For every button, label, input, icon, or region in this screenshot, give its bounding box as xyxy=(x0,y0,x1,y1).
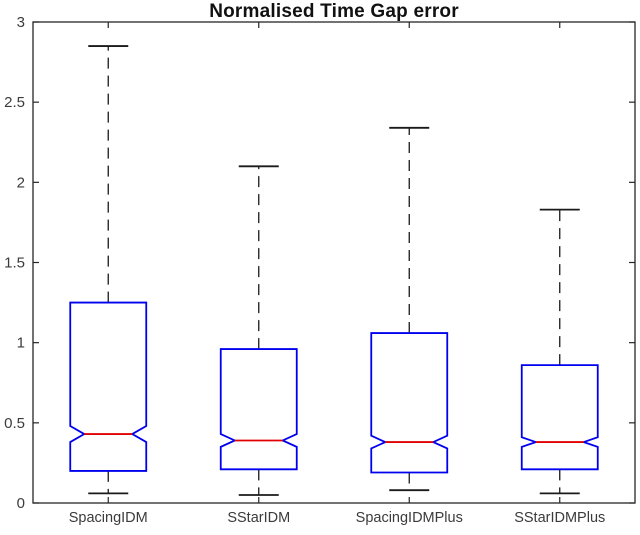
y-axis-tick-label: 1 xyxy=(17,335,25,352)
y-axis-tick-label: 2 xyxy=(17,174,25,191)
x-axis-category-label: SStarIDMPlus xyxy=(514,510,605,526)
box-SpacingIDMPlus xyxy=(370,332,449,474)
x-axis-category-label: SStarIDM xyxy=(227,510,290,526)
y-axis-tick-label: 3 xyxy=(17,14,25,31)
chart-title: Normalised Time Gap error xyxy=(209,1,459,22)
box-SStarIDM xyxy=(219,348,298,471)
y-axis-tick-label: 0 xyxy=(17,495,25,512)
x-axis-category-label: SpacingIDMPlus xyxy=(356,510,463,526)
box-SStarIDMPlus xyxy=(520,364,599,471)
box-SpacingIDM xyxy=(69,301,148,472)
axis-frame xyxy=(32,21,636,504)
y-axis-tick-label: 2.5 xyxy=(4,94,25,111)
x-axis-category-label: SpacingIDM xyxy=(69,510,148,526)
y-axis-tick-label: 0.5 xyxy=(4,415,25,432)
y-axis-tick-label: 1.5 xyxy=(4,255,25,272)
